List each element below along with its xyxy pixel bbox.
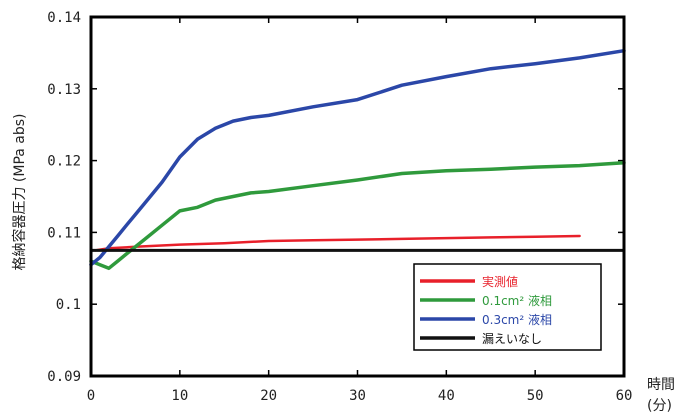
x-tick-label: 60 <box>616 388 633 404</box>
series-lines <box>89 48 626 271</box>
y-tick-label: 0.12 <box>47 154 81 170</box>
legend-label: 実測値 <box>482 274 518 289</box>
plot-frame <box>89 15 626 378</box>
legend-label: 漏えいなし <box>482 332 542 346</box>
y-tick-label: 0.09 <box>47 369 81 385</box>
series-line-1 <box>89 161 626 271</box>
y-tick-label: 0.13 <box>47 82 81 98</box>
x-tick-label: 30 <box>349 388 366 404</box>
x-axis-unit: (分) <box>647 398 672 414</box>
x-tick-label: 10 <box>171 388 188 404</box>
y-tick-label: 0.1 <box>56 297 81 313</box>
legend-label: 0.1cm² 液相 <box>482 293 552 308</box>
x-tick-label: 0 <box>87 388 95 404</box>
legend-box <box>413 263 602 351</box>
x-axis-label: 時間 <box>647 377 675 393</box>
legend-label: 0.3cm² 液相 <box>482 312 552 327</box>
ticks: 0 10 20 30 40 50 60 0.09 0.1 0.11 0.12 0.13 0.14 <box>47 10 632 404</box>
y-tick-label: 0.11 <box>47 225 81 241</box>
x-tick-label: 50 <box>527 388 544 404</box>
x-tick-label: 20 <box>260 388 277 404</box>
series-line-2 <box>89 48 626 267</box>
x-tick-label: 40 <box>438 388 455 404</box>
y-tick-label: 0.14 <box>47 10 81 26</box>
y-axis-label: 格納容器圧力 (MPa abs) <box>11 113 28 270</box>
